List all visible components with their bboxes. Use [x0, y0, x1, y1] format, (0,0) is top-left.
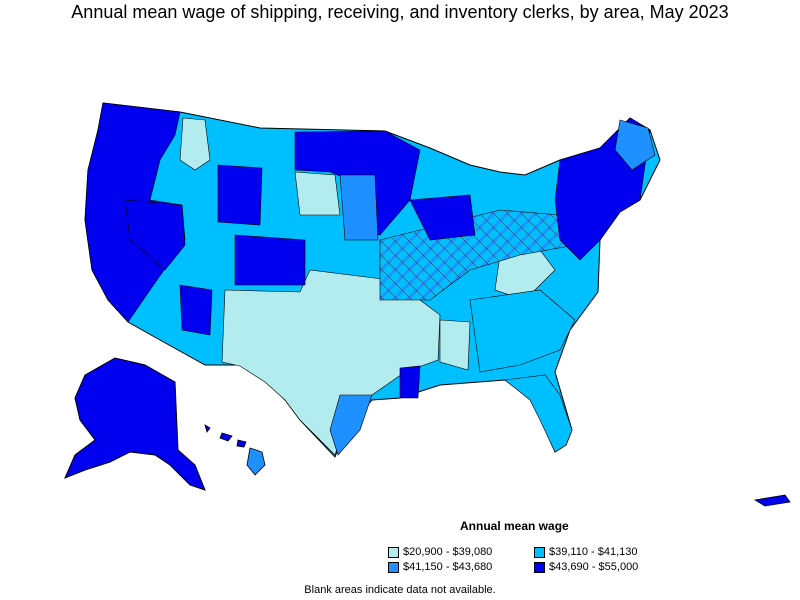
legend-label-2: $39,110 - $41,130: [549, 546, 638, 558]
legend-swatch-3: [388, 561, 399, 573]
legend-item-3: $41,150 - $43,680: [388, 561, 492, 573]
alaska: [64, 357, 206, 491]
legend-item-4: $43,690 - $55,000: [534, 561, 638, 573]
puerto-rico: [753, 494, 791, 507]
region-florida: [504, 374, 573, 453]
legend-label-4: $43,690 - $55,000: [549, 561, 639, 573]
region-idaho-light: [179, 117, 211, 171]
region-new-mexico-dark: [179, 284, 213, 336]
region-gulf-texas: [329, 394, 373, 456]
legend-label-3: $41,150 - $43,680: [403, 561, 493, 573]
legend-swatch-2: [534, 546, 545, 558]
region-southeast-medium: [469, 289, 576, 373]
footnote: Blank areas indicate data not available.: [304, 584, 496, 596]
region-colorado-dark: [234, 234, 306, 286]
legend-item-2: $39,110 - $41,130: [534, 546, 637, 558]
region-south-light: [439, 319, 471, 371]
map-title: Annual mean wage of shipping, receiving,…: [71, 2, 729, 22]
legend-label-1: $20,900 - $39,080: [403, 546, 493, 558]
region-nevada-dark: [124, 199, 186, 271]
region-maine-medium: [614, 119, 656, 171]
region-midwest-medium: [339, 174, 379, 241]
hawaii: [204, 424, 266, 476]
region-wyoming-dark: [217, 164, 263, 226]
region-louisiana-dark: [399, 365, 421, 399]
legend-swatch-4: [534, 561, 545, 573]
legend-title: Annual mean wage: [460, 519, 569, 533]
region-dakotas-light: [294, 171, 341, 216]
legend-item-1: $20,900 - $39,080: [388, 546, 492, 558]
legend-swatch-1: [388, 546, 399, 558]
region-great-lakes-dark: [409, 194, 476, 241]
